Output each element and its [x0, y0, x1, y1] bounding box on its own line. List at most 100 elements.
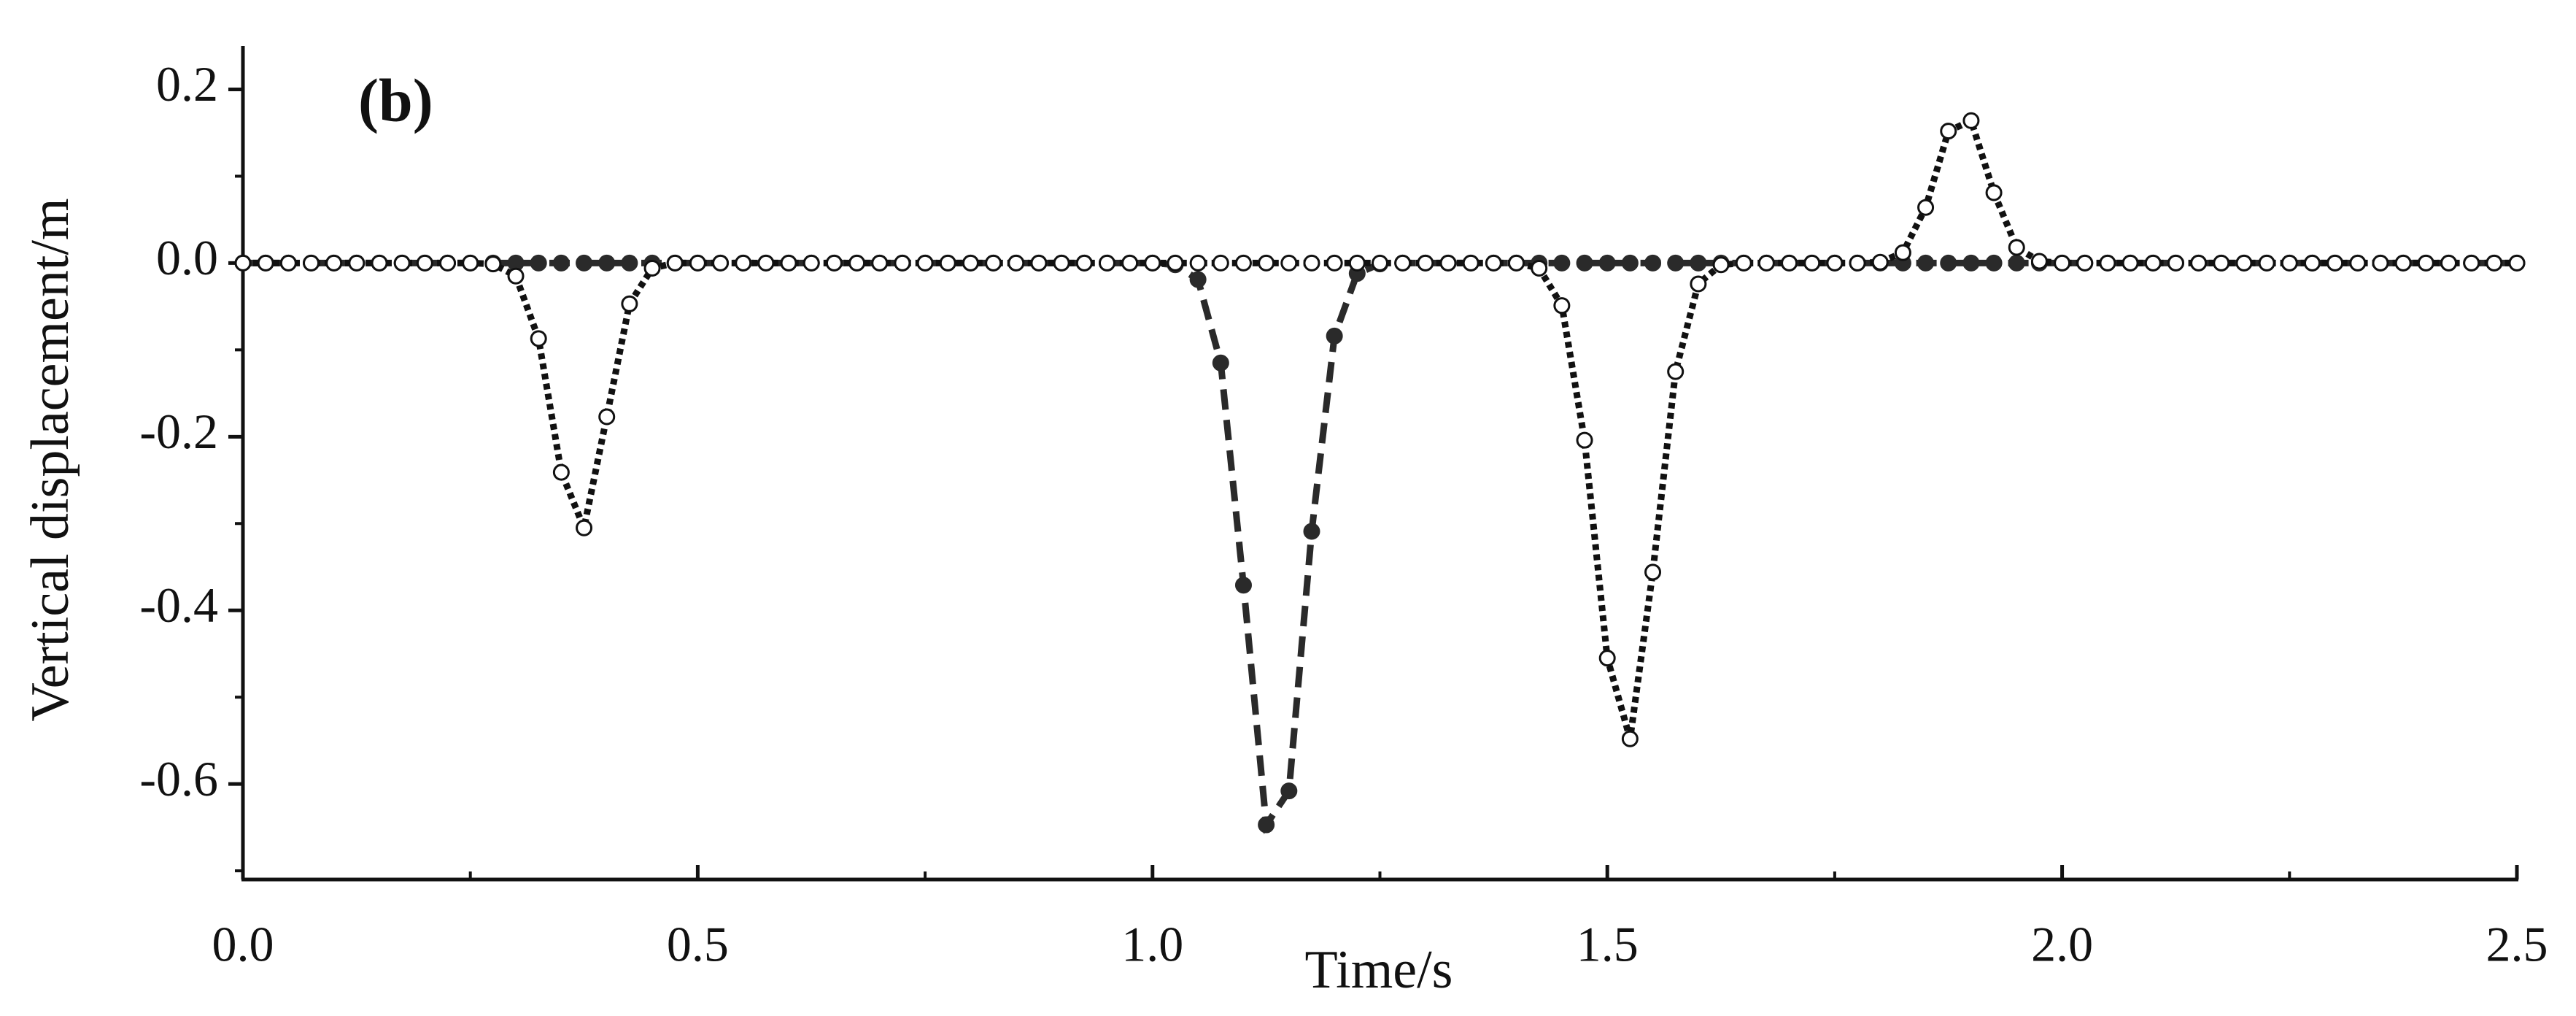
data-point [257, 254, 274, 272]
x-tick-label: 0.5 [667, 917, 729, 972]
data-point [2008, 239, 2025, 256]
data-point [825, 254, 843, 272]
data-point [1394, 254, 1412, 272]
data-point [1326, 327, 1343, 345]
data-point [1553, 254, 1571, 272]
data-point [939, 254, 956, 272]
data-point [2076, 254, 2094, 272]
data-point [552, 254, 570, 272]
y-tick-label: -0.6 [139, 751, 218, 807]
data-point [1531, 260, 1548, 277]
data-point [1326, 254, 1343, 272]
x-tick-label: 2.0 [2031, 917, 2093, 972]
data-point [916, 254, 934, 272]
data-point [1690, 254, 1707, 272]
data-point [1644, 254, 1662, 272]
data-point [393, 254, 411, 272]
data-point [1212, 354, 1229, 372]
data-point [1234, 577, 1252, 594]
data-point [576, 519, 593, 536]
data-point [2372, 254, 2389, 272]
data-point [1894, 244, 1911, 261]
data-point [1849, 254, 1866, 272]
data-point [2008, 254, 2025, 272]
data-point [1917, 199, 1935, 216]
data-point [1621, 730, 1639, 747]
data-point [2030, 253, 2048, 270]
data-point [325, 254, 343, 272]
data-point [598, 254, 616, 272]
data-point [735, 254, 752, 272]
data-point [1303, 523, 1320, 540]
data-point [1576, 254, 1593, 272]
panel-label: (b) [358, 66, 433, 134]
data-point [1826, 254, 1844, 272]
data-point [2121, 254, 2139, 272]
data-point [1189, 254, 1207, 272]
data-point [1917, 254, 1935, 272]
data-point [1258, 254, 1275, 272]
data-point [1553, 297, 1571, 315]
data-point [1030, 254, 1048, 272]
data-point [371, 254, 388, 272]
y-axis-label: Vertical displacement/m [20, 198, 80, 721]
data-point [1781, 254, 1798, 272]
data-point [1098, 254, 1115, 272]
data-point [598, 408, 616, 426]
data-point [894, 254, 911, 272]
series-line [243, 259, 2517, 835]
data-point [666, 254, 684, 272]
data-point [1439, 254, 1457, 272]
data-point [1757, 254, 1775, 272]
data-point [234, 254, 252, 272]
data-point [530, 254, 547, 272]
data-point [689, 254, 706, 272]
data-point [2349, 254, 2367, 272]
x-tick-label: 1.5 [1577, 917, 1639, 972]
data-point [1644, 563, 1662, 581]
data-point [1667, 363, 1685, 380]
data-point [2440, 254, 2457, 272]
data-point [1280, 254, 1298, 272]
data-point [2213, 254, 2230, 272]
data-point [2326, 254, 2344, 272]
data-point [985, 254, 1002, 272]
y-tick-label: 0.2 [156, 56, 218, 112]
data-point [1075, 254, 1093, 272]
data-point [530, 330, 547, 347]
data-point [1712, 256, 1730, 274]
data-point [1962, 112, 1980, 129]
x-tick-label: 2.5 [2486, 917, 2548, 972]
data-point [1144, 254, 1161, 272]
data-point [2190, 254, 2208, 272]
data-point [439, 254, 457, 272]
data-point [2054, 254, 2071, 272]
data-point [802, 254, 820, 272]
data-point [1871, 253, 1889, 271]
data-point [1348, 254, 1366, 272]
data-point [2144, 254, 2162, 272]
data-point [416, 254, 433, 272]
data-point [1667, 254, 1685, 272]
data-point [1690, 275, 1707, 293]
data-point [1598, 254, 1616, 272]
data-point [621, 254, 638, 272]
data-point [1417, 254, 1434, 272]
data-point [2303, 254, 2321, 272]
data-point [2235, 254, 2253, 272]
data-point [1372, 254, 1388, 272]
data-point [1280, 782, 1298, 800]
data-point [1621, 254, 1639, 272]
data-point [1576, 431, 1593, 449]
data-point [462, 254, 479, 272]
data-point [2281, 254, 2298, 272]
data-point [2417, 254, 2434, 272]
data-point [2486, 254, 2503, 272]
data-point [1167, 254, 1184, 272]
data-point [348, 254, 365, 272]
data-point [1303, 254, 1320, 272]
data-point [621, 295, 638, 312]
data-point [1962, 254, 1980, 272]
data-point [2394, 254, 2412, 272]
